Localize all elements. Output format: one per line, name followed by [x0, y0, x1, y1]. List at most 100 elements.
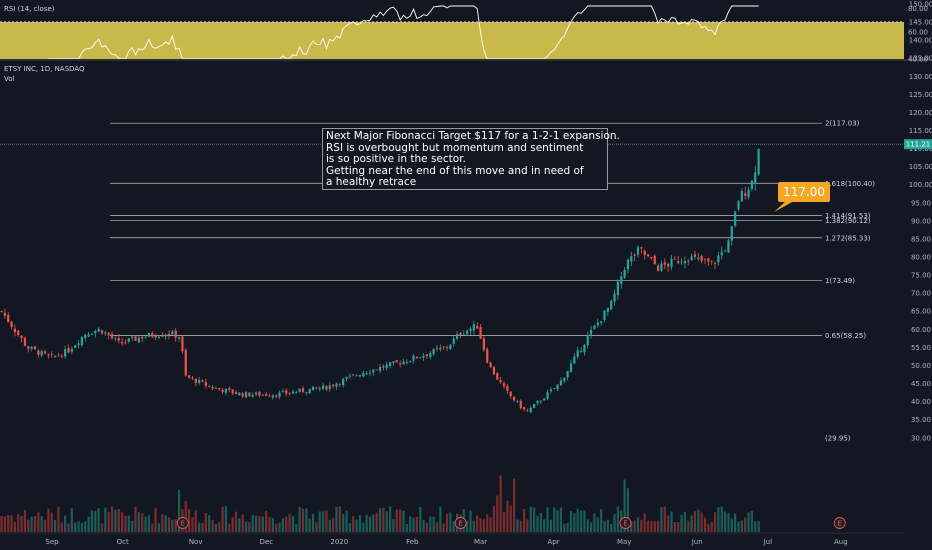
candle-body[interactable] — [218, 387, 221, 390]
candle-body[interactable] — [164, 334, 167, 337]
candle-body[interactable] — [596, 322, 599, 326]
candle-body[interactable] — [151, 333, 154, 337]
candle-body[interactable] — [90, 334, 94, 335]
candle-body[interactable] — [167, 334, 171, 336]
candle-body[interactable] — [439, 347, 442, 350]
candle-body[interactable] — [335, 383, 338, 387]
candle-body[interactable] — [208, 386, 211, 387]
candle-body[interactable] — [174, 330, 177, 338]
candle-body[interactable] — [613, 293, 616, 302]
candle-body[interactable] — [693, 254, 697, 257]
candle-body[interactable] — [375, 369, 378, 371]
candle-body[interactable] — [576, 350, 579, 357]
candle-body[interactable] — [740, 190, 743, 202]
candle-body[interactable] — [563, 377, 566, 382]
candle-body[interactable] — [40, 351, 43, 356]
candle-body[interactable] — [479, 327, 482, 339]
candle-body[interactable] — [539, 401, 542, 402]
candle-body[interactable] — [30, 346, 33, 349]
candle-body[interactable] — [476, 325, 479, 329]
candle-body[interactable] — [429, 353, 432, 358]
candle-body[interactable] — [154, 335, 157, 338]
candle-body[interactable] — [191, 377, 194, 379]
candle-body[interactable] — [509, 391, 512, 397]
candle-body[interactable] — [569, 363, 573, 372]
candle-body[interactable] — [268, 395, 271, 397]
candle-body[interactable] — [549, 389, 552, 392]
candle-body[interactable] — [107, 332, 110, 336]
annotation-box[interactable]: Next Major Fibonacci Target $117 for a 1… — [322, 128, 620, 190]
candle-body[interactable] — [291, 391, 295, 394]
candle-body[interactable] — [499, 380, 502, 383]
candle-body[interactable] — [559, 380, 563, 386]
candle-body[interactable] — [332, 384, 335, 387]
candle-body[interactable] — [97, 328, 100, 332]
candle-body[interactable] — [315, 387, 318, 389]
candle-body[interactable] — [680, 261, 683, 263]
candle-body[interactable] — [600, 321, 603, 323]
candle-body[interactable] — [301, 388, 305, 392]
candle-body[interactable] — [271, 395, 274, 398]
candle-body[interactable] — [67, 348, 70, 353]
candle-body[interactable] — [566, 370, 569, 378]
candle-body[interactable] — [583, 344, 586, 353]
candle-body[interactable] — [603, 310, 606, 320]
candle-body[interactable] — [670, 258, 673, 268]
candle-body[interactable] — [697, 257, 700, 260]
candle-body[interactable] — [244, 392, 248, 398]
candle-body[interactable] — [258, 391, 261, 396]
candle-body[interactable] — [650, 257, 653, 258]
candle-body[interactable] — [188, 375, 191, 378]
candle-body[interactable] — [459, 333, 462, 336]
candle-body[interactable] — [234, 392, 238, 395]
candle-body[interactable] — [690, 256, 693, 261]
candle-body[interactable] — [606, 308, 609, 312]
candle-body[interactable] — [543, 398, 546, 401]
candle-body[interactable] — [399, 363, 402, 365]
candle-body[interactable] — [261, 394, 264, 396]
earnings-marker[interactable]: E — [833, 517, 846, 529]
candle-body[interactable] — [523, 407, 526, 410]
candle-body[interactable] — [496, 373, 499, 380]
candle-body[interactable] — [248, 392, 251, 397]
candle-body[interactable] — [365, 373, 368, 375]
candle-body[interactable] — [754, 172, 757, 184]
candle-body[interactable] — [409, 360, 412, 362]
candle-body[interactable] — [579, 350, 583, 352]
candle-body[interactable] — [660, 263, 663, 271]
candle-body[interactable] — [288, 392, 291, 394]
candle-body[interactable] — [17, 330, 20, 335]
candle-body[interactable] — [492, 366, 496, 375]
candle-body[interactable] — [77, 343, 80, 346]
candle-body[interactable] — [157, 336, 161, 338]
candle-body[interactable] — [265, 393, 268, 396]
candle-body[interactable] — [318, 388, 321, 390]
candle-body[interactable] — [573, 356, 576, 364]
candle-body[interactable] — [710, 260, 713, 262]
candle-body[interactable] — [486, 349, 489, 363]
candle-body[interactable] — [703, 258, 707, 260]
candle-body[interactable] — [445, 346, 449, 348]
candle-body[interactable] — [13, 328, 16, 333]
candle-body[interactable] — [60, 356, 63, 357]
candle-body[interactable] — [204, 381, 207, 386]
candle-body[interactable] — [177, 337, 181, 339]
candle-body[interactable] — [512, 396, 516, 401]
candle-body[interactable] — [3, 312, 6, 316]
candle-body[interactable] — [747, 189, 750, 198]
candle-body[interactable] — [345, 377, 348, 379]
candle-body[interactable] — [33, 346, 37, 350]
candle-body[interactable] — [734, 211, 737, 226]
candle-body[interactable] — [395, 360, 398, 363]
candle-body[interactable] — [590, 329, 593, 335]
candle-body[interactable] — [630, 256, 633, 262]
candle-body[interactable] — [643, 250, 646, 255]
candle-body[interactable] — [717, 255, 720, 263]
candle-body[interactable] — [462, 334, 465, 336]
candle-body[interactable] — [211, 386, 214, 389]
candle-body[interactable] — [134, 336, 137, 341]
candle-body[interactable] — [730, 226, 733, 241]
candle-body[interactable] — [141, 336, 144, 339]
candle-body[interactable] — [750, 180, 753, 189]
